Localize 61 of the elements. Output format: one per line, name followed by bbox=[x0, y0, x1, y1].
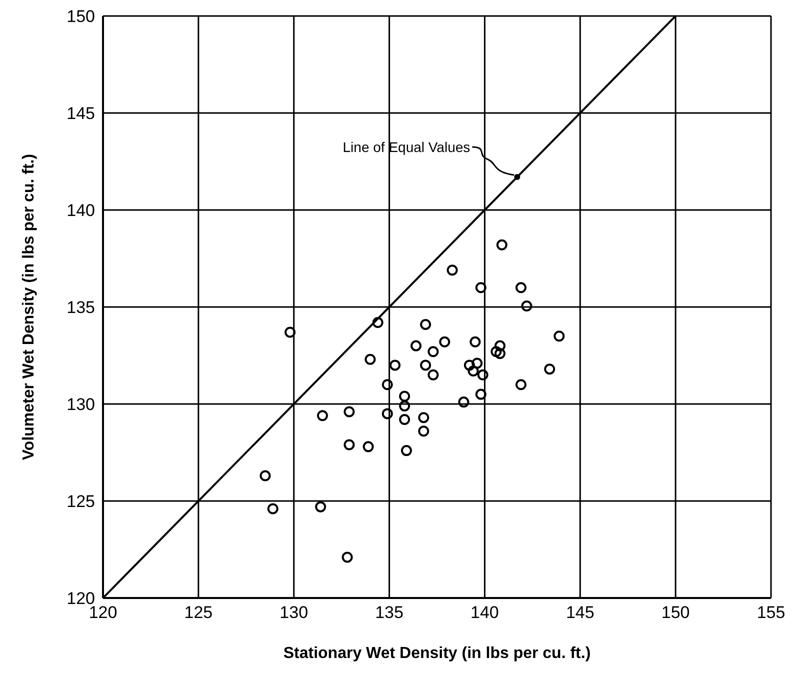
point bbox=[515, 282, 526, 294]
point bbox=[428, 369, 439, 380]
point bbox=[390, 360, 401, 371]
point bbox=[382, 379, 393, 390]
point bbox=[418, 412, 430, 424]
x-tick-label: 155 bbox=[756, 603, 786, 622]
point bbox=[267, 503, 278, 514]
point bbox=[284, 326, 296, 338]
x-tick-label: 145 bbox=[566, 603, 594, 622]
point bbox=[470, 336, 481, 348]
point bbox=[399, 400, 410, 412]
y-axis-title: Volumeter Wet Density (in lbs per cu. ft.) bbox=[20, 154, 38, 460]
point bbox=[428, 346, 439, 358]
point bbox=[260, 470, 271, 482]
point bbox=[472, 358, 483, 369]
point bbox=[342, 552, 353, 563]
point bbox=[446, 264, 458, 276]
point bbox=[458, 396, 470, 408]
x-tick-label: 125 bbox=[184, 603, 213, 622]
y-tick-label: 140 bbox=[66, 201, 95, 220]
point bbox=[475, 282, 486, 294]
point bbox=[475, 388, 486, 400]
point bbox=[439, 336, 450, 348]
point bbox=[468, 366, 479, 377]
y-tick-label: 135 bbox=[66, 298, 95, 318]
point bbox=[515, 379, 526, 390]
y-tick-label: 145 bbox=[66, 104, 95, 124]
point bbox=[315, 501, 326, 512]
x-axis-title: Stationary Wet Density (in lbs per cu. ft.) bbox=[283, 645, 591, 662]
point bbox=[544, 364, 556, 375]
point bbox=[399, 414, 410, 426]
x-tick-label: 140 bbox=[470, 603, 499, 622]
point bbox=[400, 445, 412, 456]
point bbox=[494, 340, 506, 352]
y-tick-label: 150 bbox=[66, 7, 95, 26]
x-tick-label: 135 bbox=[375, 603, 404, 622]
x-tick-label: 150 bbox=[661, 603, 690, 622]
point bbox=[420, 318, 432, 330]
point bbox=[372, 317, 384, 328]
point bbox=[554, 330, 565, 342]
point bbox=[362, 441, 374, 452]
annotation: Line of Equal Values bbox=[342, 139, 470, 156]
point bbox=[496, 239, 508, 250]
point bbox=[490, 346, 502, 358]
y-tick-label: 130 bbox=[66, 395, 95, 414]
point bbox=[464, 360, 475, 371]
point bbox=[418, 426, 430, 437]
point bbox=[364, 354, 376, 365]
point bbox=[477, 369, 488, 380]
point bbox=[521, 300, 532, 312]
point bbox=[344, 406, 355, 418]
point bbox=[494, 348, 506, 360]
point bbox=[344, 439, 355, 450]
point bbox=[382, 408, 393, 420]
x-tick-label: 130 bbox=[280, 603, 308, 622]
x-tick-label: 120 bbox=[88, 603, 118, 622]
y-tick-label: 125 bbox=[66, 492, 95, 512]
point bbox=[316, 410, 328, 422]
point bbox=[420, 360, 432, 371]
point bbox=[399, 390, 410, 402]
point bbox=[410, 340, 422, 352]
